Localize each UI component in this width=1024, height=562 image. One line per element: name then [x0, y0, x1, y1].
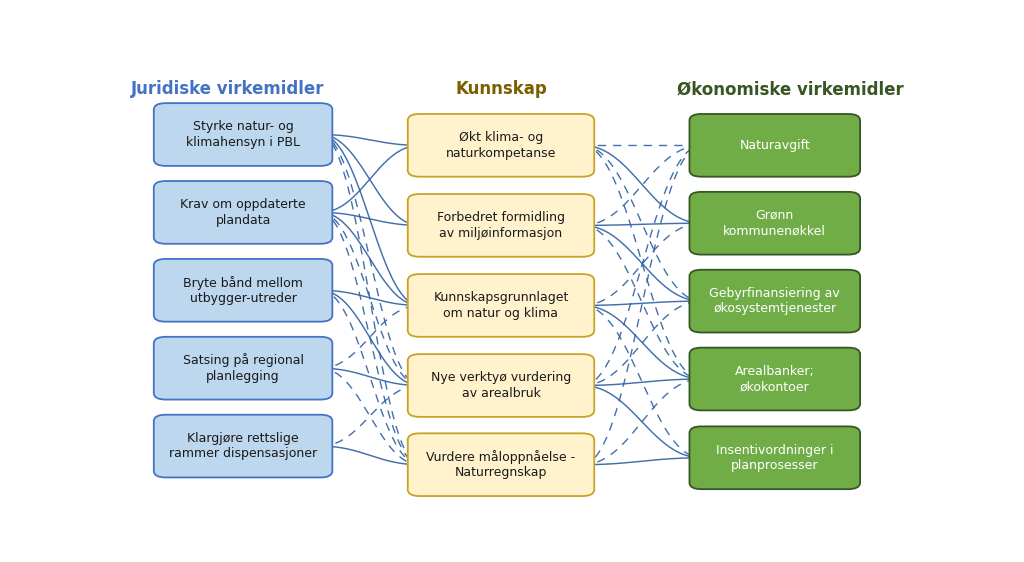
Text: Kunnskap: Kunnskap [455, 80, 547, 98]
FancyBboxPatch shape [408, 114, 594, 176]
Text: Krav om oppdaterte
plandata: Krav om oppdaterte plandata [180, 198, 306, 226]
FancyBboxPatch shape [408, 354, 594, 417]
Text: Satsing på regional
planlegging: Satsing på regional planlegging [182, 353, 303, 383]
Text: Økonomiske virkemidler: Økonomiske virkemidler [677, 80, 904, 98]
Text: Gebyrfinansiering av
økosystemtjenester: Gebyrfinansiering av økosystemtjenester [710, 287, 840, 315]
Text: Insentivordninger i
planprosesser: Insentivordninger i planprosesser [716, 443, 834, 472]
FancyBboxPatch shape [154, 415, 333, 478]
Text: Forbedret formidling
av miljøinformasjon: Forbedret formidling av miljøinformasjon [437, 211, 565, 239]
FancyBboxPatch shape [689, 348, 860, 410]
Text: Styrke natur- og
klimahensyn i PBL: Styrke natur- og klimahensyn i PBL [186, 120, 300, 149]
Text: Klargjøre rettslige
rammer dispensasjoner: Klargjøre rettslige rammer dispensasjone… [169, 432, 317, 460]
Text: Arealbanker;
økokontoer: Arealbanker; økokontoer [735, 365, 815, 393]
Text: Grønn
kommunenøkkel: Grønn kommunenøkkel [723, 209, 826, 238]
FancyBboxPatch shape [689, 270, 860, 333]
FancyBboxPatch shape [689, 192, 860, 255]
FancyBboxPatch shape [408, 433, 594, 496]
FancyBboxPatch shape [154, 181, 333, 244]
Text: Naturavgift: Naturavgift [739, 139, 810, 152]
Text: Vurdere måloppnåelse -
Naturregnskap: Vurdere måloppnåelse - Naturregnskap [426, 450, 575, 479]
Text: Bryte bånd mellom
utbygger-utreder: Bryte bånd mellom utbygger-utreder [183, 275, 303, 305]
FancyBboxPatch shape [154, 259, 333, 321]
FancyBboxPatch shape [408, 194, 594, 257]
FancyBboxPatch shape [689, 114, 860, 176]
Text: Økt klima- og
naturkompetanse: Økt klima- og naturkompetanse [445, 131, 556, 160]
FancyBboxPatch shape [154, 103, 333, 166]
Text: Kunnskapsgrunnlaget
om natur og klima: Kunnskapsgrunnlaget om natur og klima [433, 291, 568, 320]
Text: Juridiske virkemidler: Juridiske virkemidler [130, 80, 324, 98]
Text: Nye verktyø vurdering
av arealbruk: Nye verktyø vurdering av arealbruk [431, 371, 571, 400]
FancyBboxPatch shape [689, 427, 860, 489]
FancyBboxPatch shape [154, 337, 333, 400]
FancyBboxPatch shape [408, 274, 594, 337]
